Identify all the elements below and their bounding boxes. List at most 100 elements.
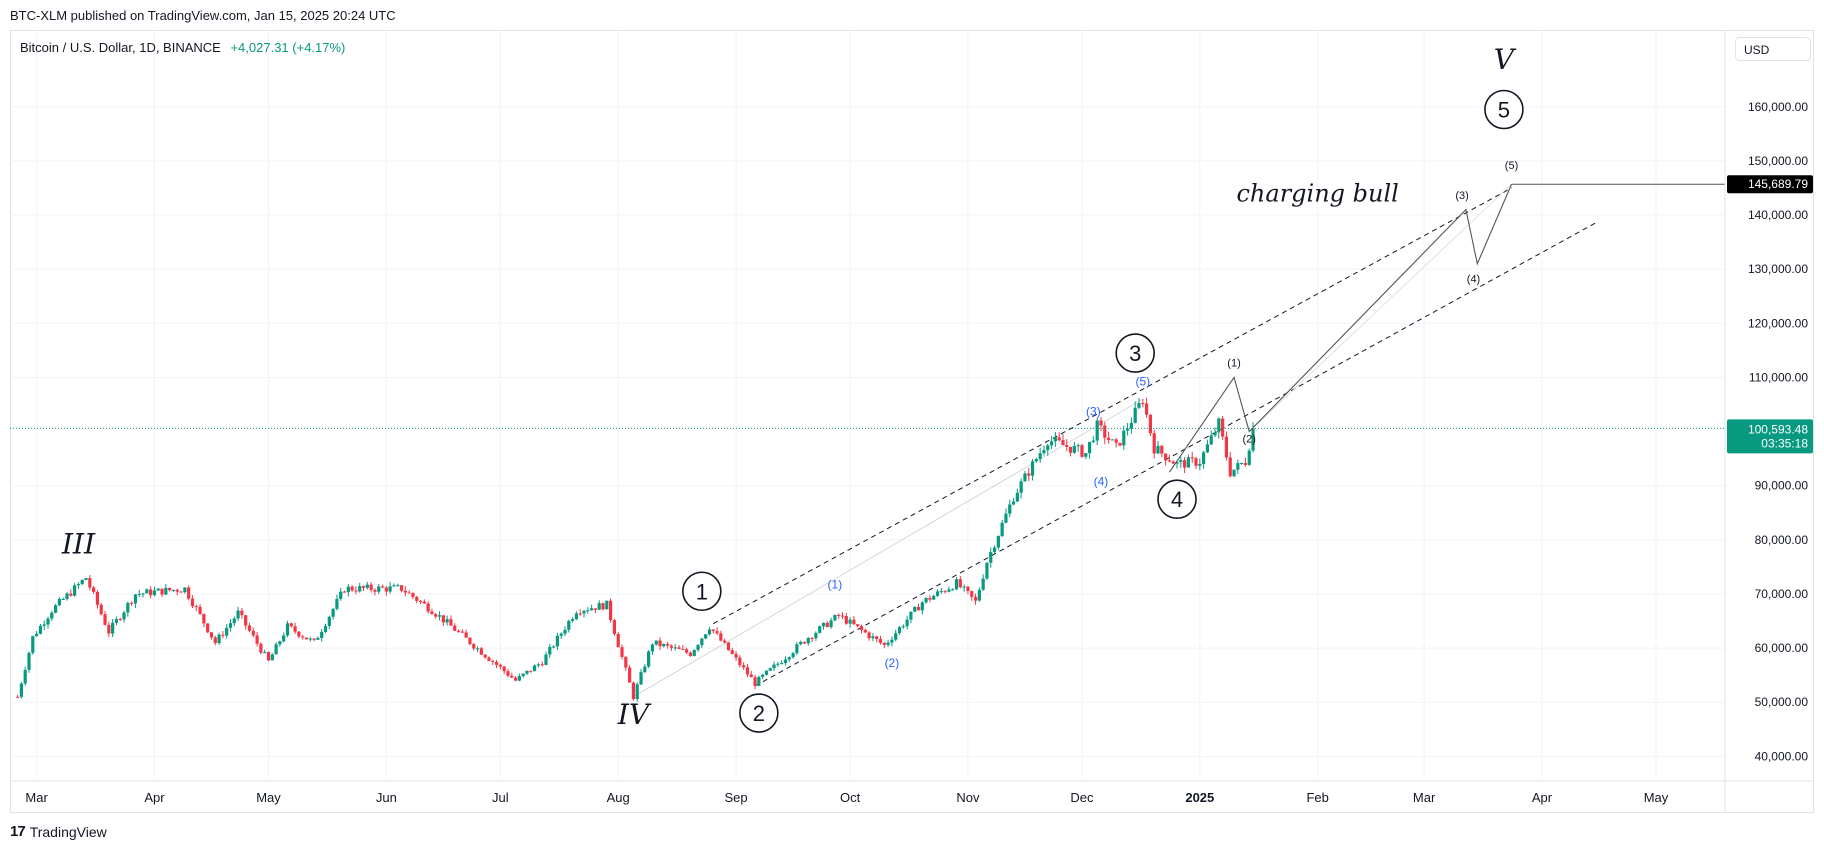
candle-body xyxy=(1110,439,1114,441)
candle-body xyxy=(795,644,799,654)
wave-projection xyxy=(10,183,1725,473)
candle-body xyxy=(293,626,297,632)
candle-body xyxy=(118,619,122,621)
wave-label-circled: 1 xyxy=(696,579,708,604)
candle-body xyxy=(38,625,43,634)
candle-body xyxy=(453,625,457,631)
candle-body xyxy=(270,654,274,661)
x-tick-label: Aug xyxy=(607,790,630,805)
candle-body xyxy=(358,586,362,592)
candle-body xyxy=(856,624,860,627)
candle-body xyxy=(430,611,434,615)
candle-body xyxy=(1053,437,1057,442)
axes: 160,000.00150,000.00140,000.00130,000.00… xyxy=(10,31,1813,812)
candle-body xyxy=(1030,461,1035,476)
candle-body xyxy=(1186,457,1191,468)
candle-body xyxy=(723,640,727,643)
candle-body xyxy=(1046,445,1050,451)
candle-body xyxy=(1072,446,1076,453)
candle-body xyxy=(160,588,164,595)
last-price-label: 100,593.48 xyxy=(1748,422,1808,436)
candle-body xyxy=(308,638,312,640)
candle-body xyxy=(749,674,753,678)
candle-body xyxy=(551,646,556,648)
candle-body xyxy=(681,648,685,650)
candle-body xyxy=(1194,458,1198,466)
candle-body xyxy=(126,602,130,613)
candle-body xyxy=(597,603,601,610)
candle-body xyxy=(540,664,544,666)
candle-body xyxy=(437,615,442,617)
candle-body xyxy=(468,637,472,645)
candle-body xyxy=(494,661,499,665)
candle-body xyxy=(970,591,974,597)
candle-body xyxy=(217,634,221,644)
candle-body xyxy=(1175,462,1179,464)
candle-body xyxy=(209,632,214,638)
candle-body xyxy=(901,626,905,628)
candle-body xyxy=(1049,441,1054,446)
candle-body xyxy=(323,626,328,632)
candle-body xyxy=(658,640,662,647)
candle-body xyxy=(909,611,913,620)
candle-body xyxy=(924,597,928,603)
candle-body xyxy=(818,626,822,633)
candle-body xyxy=(616,633,620,648)
candle-body xyxy=(517,676,521,681)
candle-body xyxy=(985,562,989,579)
wave-labels: III IV V 1 2 3 4 5 (1) (2) (3) (4) (5) (1) (2) (3) (4) (5… xyxy=(61,43,1524,733)
currency-button[interactable]: USD xyxy=(1735,37,1811,61)
guide-line xyxy=(633,398,1144,698)
x-tick-label: Mar xyxy=(25,790,48,805)
candle-body xyxy=(411,593,415,597)
x-tick-label: May xyxy=(1644,790,1669,805)
wave-label-minor-blue: (5) xyxy=(1135,375,1150,389)
candle-body xyxy=(1011,501,1016,505)
tradingview-logo-icon: 17 xyxy=(10,823,26,840)
candle-body xyxy=(259,643,263,653)
candle-body xyxy=(1247,450,1251,465)
wave-circle xyxy=(1484,89,1524,130)
candle-body xyxy=(1057,437,1061,441)
candle-body xyxy=(510,675,514,678)
candle-body xyxy=(354,590,358,592)
candle-body xyxy=(890,639,894,643)
candle-body xyxy=(1198,464,1202,466)
wave-label-minor-blue: (1) xyxy=(828,578,843,592)
candle-body xyxy=(570,619,575,621)
candle-body xyxy=(130,602,134,604)
candlesticks xyxy=(16,397,1255,702)
candle-body xyxy=(559,633,563,636)
x-tick-label: 2025 xyxy=(1185,790,1214,805)
candle-body xyxy=(1084,453,1088,457)
candle-body xyxy=(563,629,567,634)
symbol-legend: Bitcoin / U.S. Dollar, 1D, BINANCE +4,02… xyxy=(20,40,345,55)
candle-body xyxy=(206,623,210,633)
candle-body xyxy=(840,615,845,617)
candle-body xyxy=(715,631,719,634)
candle-body xyxy=(886,642,890,645)
candle-body xyxy=(1106,437,1111,440)
candle-body xyxy=(1004,513,1008,523)
candle-body xyxy=(935,591,940,596)
candle-body xyxy=(1133,407,1137,423)
candle-body xyxy=(304,637,309,640)
candle-body xyxy=(460,631,464,633)
wave-label-primary: V xyxy=(1494,43,1517,76)
candle-body xyxy=(361,586,366,588)
wave-label-minor-blue: (3) xyxy=(1086,404,1101,418)
target-price-label: 145,689.79 xyxy=(1748,177,1808,191)
candle-body xyxy=(513,677,518,681)
candle-body xyxy=(536,664,540,666)
candle-body xyxy=(194,606,198,608)
candle-body xyxy=(1087,441,1092,454)
candle-body xyxy=(487,657,491,661)
wave-label-minor-black: (2) xyxy=(1243,433,1256,445)
candle-body xyxy=(377,586,381,592)
candle-body xyxy=(301,636,305,638)
candle-body xyxy=(635,684,639,700)
candle-body xyxy=(171,589,176,591)
candle-body xyxy=(111,622,115,634)
candle-body xyxy=(244,615,248,626)
